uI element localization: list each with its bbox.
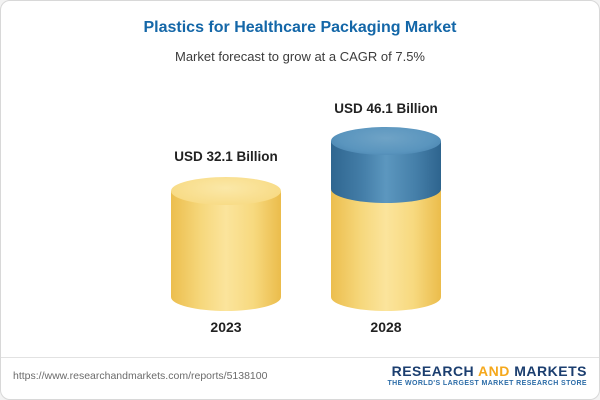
logo-research: RESEARCH <box>391 363 479 379</box>
bar-cylinder-2028 <box>331 127 441 311</box>
footer-divider <box>1 357 599 358</box>
logo-markets: MARKETS <box>509 363 587 379</box>
value-label-2023: USD 32.1 Billion <box>174 149 278 164</box>
researchandmarkets-logo: RESEARCH AND MARKETS THE WORLD'S LARGEST… <box>387 363 587 389</box>
logo-and: AND <box>478 363 510 379</box>
chart-subtitle: Market forecast to grow at a CAGR of 7.5… <box>175 49 425 64</box>
cylinder-top-2023 <box>171 177 281 205</box>
cylinder-base-segment-2028 <box>331 189 441 311</box>
logo-wordmark: RESEARCH AND MARKETS <box>387 363 587 379</box>
cylinder-body-2023 <box>171 191 281 311</box>
chart-title: Plastics for Healthcare Packaging Market <box>143 19 457 36</box>
report-url: https://www.researchandmarkets.com/repor… <box>13 370 268 382</box>
cylinder-top-2028 <box>331 127 441 155</box>
category-label-2023: 2023 <box>210 319 242 335</box>
value-label-2028: USD 46.1 Billion <box>334 101 438 116</box>
bar-cylinder-2023 <box>171 177 281 311</box>
category-label-2028: 2028 <box>370 319 402 335</box>
logo-tagline: THE WORLD'S LARGEST MARKET RESEARCH STOR… <box>387 380 587 387</box>
